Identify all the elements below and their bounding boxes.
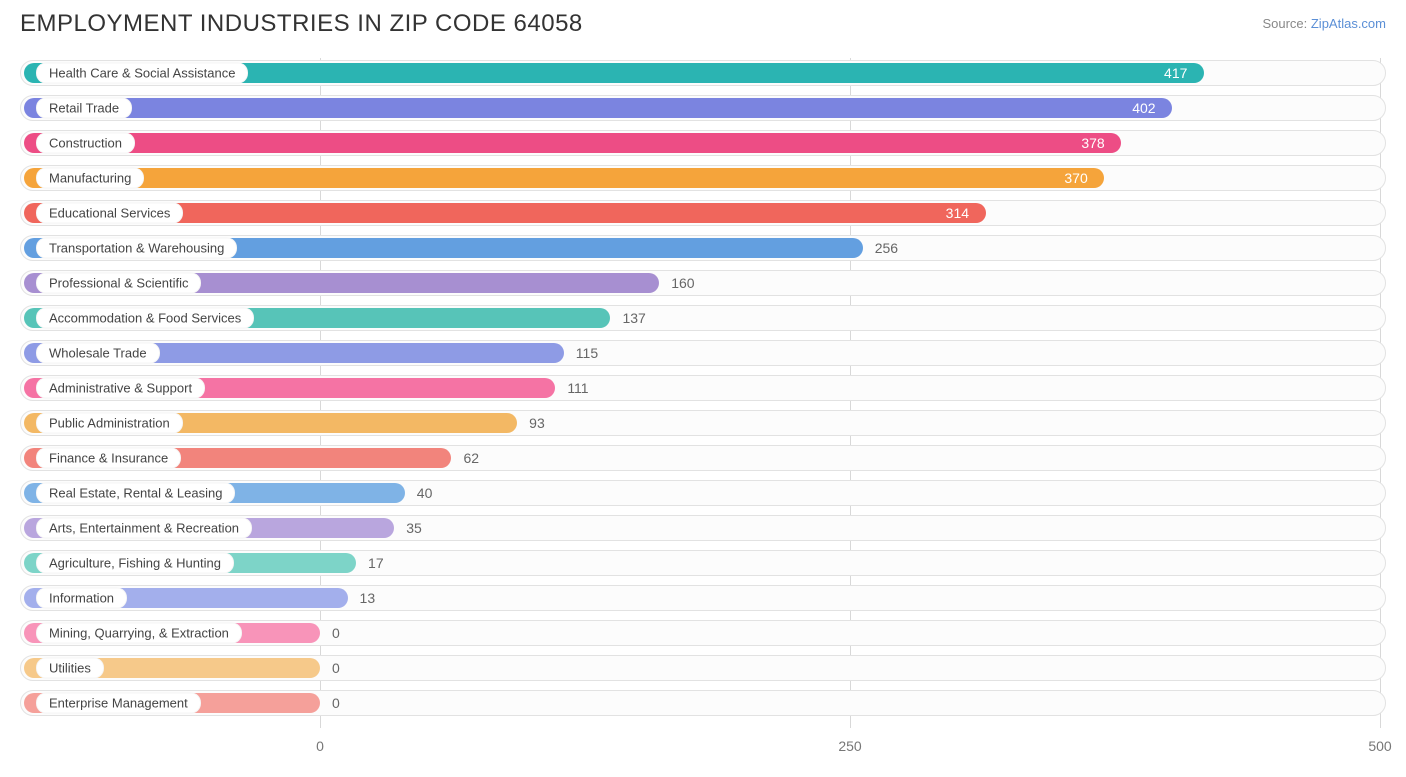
- bar-label: Accommodation & Food Services: [36, 308, 254, 329]
- bar-value: 115: [576, 345, 598, 361]
- bar-row: Arts, Entertainment & Recreation 35: [20, 513, 1386, 543]
- bar-row: Administrative & Support 111: [20, 373, 1386, 403]
- bar-label: Enterprise Management: [36, 693, 201, 714]
- source-link[interactable]: ZipAtlas.com: [1311, 16, 1386, 31]
- bar-label: Finance & Insurance: [36, 448, 181, 469]
- bar-label: Agriculture, Fishing & Hunting: [36, 553, 234, 574]
- bar-label: Transportation & Warehousing: [36, 238, 237, 259]
- bar-row: Agriculture, Fishing & Hunting 17: [20, 548, 1386, 578]
- bar-label: Wholesale Trade: [36, 343, 160, 364]
- bar-value: 314: [946, 205, 969, 221]
- bar-row: Mining, Quarrying, & Extraction 0: [20, 618, 1386, 648]
- bar-row: Accommodation & Food Services 137: [20, 303, 1386, 333]
- bar-value: 62: [463, 450, 479, 466]
- bar-label: Manufacturing: [36, 168, 144, 189]
- bar-label: Information: [36, 588, 127, 609]
- bar-label: Real Estate, Rental & Leasing: [36, 483, 235, 504]
- bar: [24, 98, 1172, 118]
- x-tick-label: 0: [316, 738, 324, 754]
- chart-area: Health Care & Social Assistance 417 Retail…: [20, 58, 1386, 758]
- bar-value: 0: [332, 660, 340, 676]
- bar-label: Health Care & Social Assistance: [36, 63, 248, 84]
- source-label: Source:: [1262, 16, 1310, 31]
- bar-label: Arts, Entertainment & Recreation: [36, 518, 252, 539]
- bar-value: 40: [417, 485, 433, 501]
- bar-row: Construction 378: [20, 128, 1386, 158]
- bar-value: 93: [529, 415, 545, 431]
- bar-value: 0: [332, 695, 340, 711]
- bar-row: Professional & Scientific 160: [20, 268, 1386, 298]
- bar-label: Retail Trade: [36, 98, 132, 119]
- bar: [24, 133, 1121, 153]
- bar-value: 137: [622, 310, 645, 326]
- bar-row: Retail Trade 402: [20, 93, 1386, 123]
- bar-value: 370: [1064, 170, 1087, 186]
- bar-value: 111: [567, 380, 588, 396]
- bar-value: 417: [1164, 65, 1187, 81]
- bar-label: Construction: [36, 133, 135, 154]
- bar-value: 0: [332, 625, 340, 641]
- bar-row: Utilities 0: [20, 653, 1386, 683]
- bar-label: Public Administration: [36, 413, 183, 434]
- bar-label: Professional & Scientific: [36, 273, 201, 294]
- bar-row: Public Administration 93: [20, 408, 1386, 438]
- bar-row: Manufacturing 370: [20, 163, 1386, 193]
- chart-title: EMPLOYMENT INDUSTRIES IN ZIP CODE 64058: [20, 10, 583, 38]
- bar-value: 17: [368, 555, 384, 571]
- bar-row: Educational Services 314: [20, 198, 1386, 228]
- bar-value: 378: [1081, 135, 1104, 151]
- bar-label: Mining, Quarrying, & Extraction: [36, 623, 242, 644]
- bar-row: Enterprise Management 0: [20, 688, 1386, 718]
- bar-rows: Health Care & Social Assistance 417 Retail…: [20, 58, 1386, 748]
- bar-value: 35: [406, 520, 422, 536]
- source-attribution: Source: ZipAtlas.com: [1262, 16, 1386, 31]
- bar-row: Wholesale Trade 115: [20, 338, 1386, 368]
- bar-value: 160: [671, 275, 694, 291]
- x-tick-label: 500: [1368, 738, 1391, 754]
- bar-row: Transportation & Warehousing 256: [20, 233, 1386, 263]
- bar: [24, 168, 1104, 188]
- bar-value: 256: [875, 240, 898, 256]
- bar-row: Information 13: [20, 583, 1386, 613]
- bar-label: Utilities: [36, 658, 104, 679]
- bar-row: Finance & Insurance 62: [20, 443, 1386, 473]
- bar-value: 13: [360, 590, 376, 606]
- bar-row: Real Estate, Rental & Leasing 40: [20, 478, 1386, 508]
- bar-label: Educational Services: [36, 203, 183, 224]
- bar-label: Administrative & Support: [36, 378, 205, 399]
- bar-value: 402: [1132, 100, 1155, 116]
- bar-row: Health Care & Social Assistance 417: [20, 58, 1386, 88]
- x-tick-label: 250: [838, 738, 861, 754]
